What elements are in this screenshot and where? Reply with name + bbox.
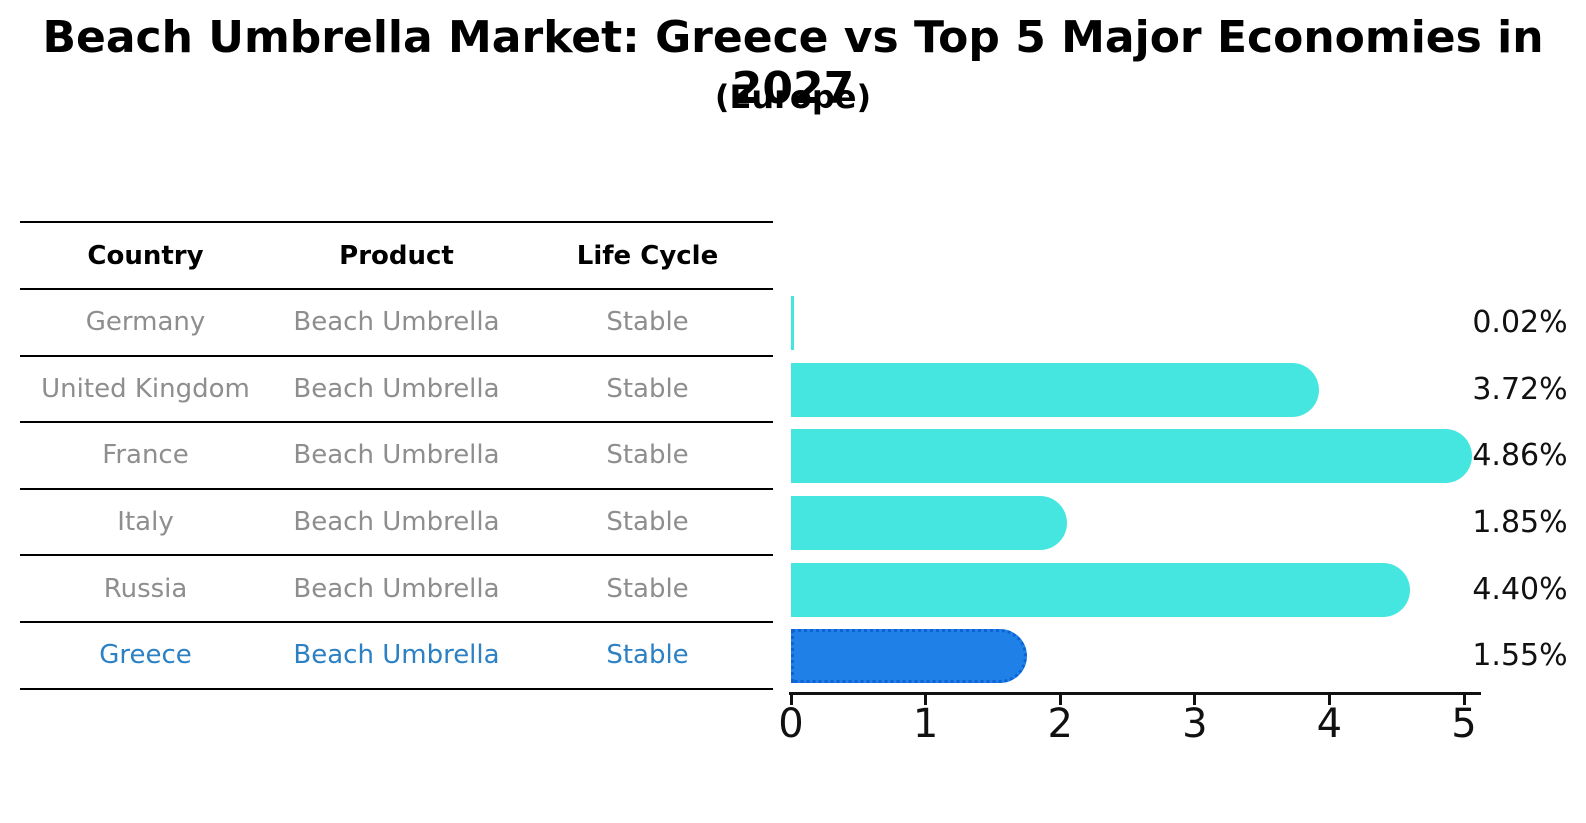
x-axis-tick-label: 1	[912, 701, 939, 747]
cell-life-cycle: Stable	[606, 507, 689, 538]
x-axis-tick-label: 4	[1316, 701, 1343, 747]
x-axis-tick	[1327, 695, 1331, 705]
bar	[791, 562, 1411, 617]
bar	[791, 362, 1319, 417]
cell-life-cycle: Stable	[606, 640, 689, 671]
bar	[791, 495, 1067, 550]
table-row: United Kingdom Beach Umbrella Stable	[20, 357, 773, 424]
bar-value-label: 4.40%	[1472, 571, 1568, 607]
x-axis-tick-label: 5	[1451, 701, 1477, 747]
table-row: France Beach Umbrella Stable	[20, 423, 773, 490]
cell-product: Beach Umbrella	[293, 440, 500, 471]
x-axis-tick	[789, 695, 793, 705]
x-axis-tick	[1058, 695, 1062, 705]
bar-value-label: 4.86%	[1472, 438, 1568, 474]
cell-product: Beach Umbrella	[293, 507, 500, 538]
cell-life-cycle: Stable	[606, 440, 689, 471]
highlight-bar	[791, 629, 1027, 684]
bar	[791, 429, 1473, 484]
cell-product: Beach Umbrella	[293, 573, 500, 604]
page-subtitle: (Europe)	[714, 78, 872, 116]
table-row: Germany Beach Umbrella Stable	[20, 290, 773, 357]
data-table: Country Product Life Cycle Germany Beach…	[20, 221, 773, 690]
table-row: Russia Beach Umbrella Stable	[20, 556, 773, 623]
x-axis-tick-label: 2	[1047, 701, 1073, 747]
x-axis-tick	[924, 695, 928, 705]
cell-country: Greece	[99, 640, 192, 671]
cell-product: Beach Umbrella	[293, 373, 500, 404]
cell-country: Italy	[117, 507, 174, 538]
x-axis-line	[789, 692, 1481, 695]
table-body: Germany Beach Umbrella Stable United Kin…	[20, 290, 773, 690]
header-cell-country: Country	[87, 240, 204, 271]
table-header-row: Country Product Life Cycle	[20, 223, 773, 290]
x-axis-tick	[1462, 695, 1466, 705]
bar	[791, 296, 794, 350]
cell-life-cycle: Stable	[606, 373, 689, 404]
x-axis-tick	[1193, 695, 1197, 705]
bar-value-label: 1.85%	[1472, 504, 1568, 540]
table-row: Italy Beach Umbrella Stable	[20, 490, 773, 557]
cell-product: Beach Umbrella	[293, 640, 500, 671]
cell-country: Russia	[103, 573, 188, 604]
header-cell-life-cycle: Life Cycle	[576, 240, 719, 271]
page-title: Beach Umbrella Market: Greece vs Top 5 M…	[42, 12, 1544, 114]
header-cell-product: Product	[339, 240, 454, 271]
x-axis-tick-label: 3	[1182, 701, 1208, 747]
bar-value-label: 1.55%	[1472, 638, 1568, 674]
bar-value-label: 3.72%	[1472, 371, 1568, 407]
table-row: Greece Beach Umbrella Stable	[20, 623, 773, 690]
bar-value-label: 0.02%	[1472, 305, 1568, 340]
cell-country: France	[102, 440, 189, 471]
cell-life-cycle: Stable	[606, 307, 689, 338]
x-axis-tick-label: 0	[778, 701, 804, 747]
cell-country: United Kingdom	[41, 373, 250, 404]
cell-product: Beach Umbrella	[293, 307, 500, 338]
cell-life-cycle: Stable	[606, 573, 689, 604]
cell-country: Germany	[85, 307, 206, 338]
